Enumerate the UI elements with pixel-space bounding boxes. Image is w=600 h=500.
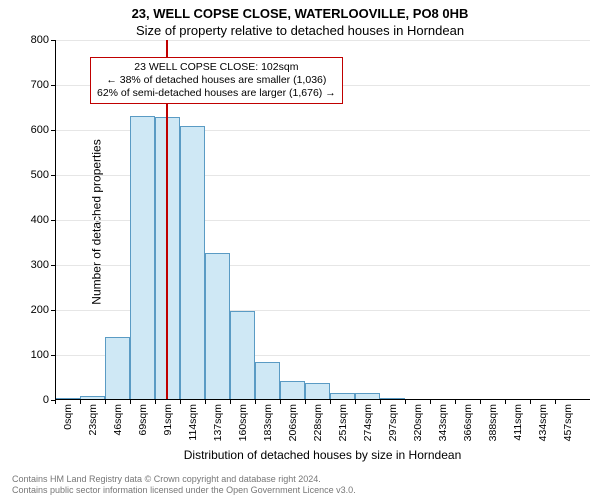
xtick-mark: [430, 400, 431, 404]
annotation-line: ← 38% of detached houses are smaller (1,…: [97, 74, 336, 87]
histogram-bar: [180, 126, 205, 400]
xtick-mark: [480, 400, 481, 404]
ytick-label: 800: [31, 34, 49, 46]
xtick-mark: [280, 400, 281, 404]
grid-line: [55, 40, 590, 41]
xtick-label: 23sqm: [87, 400, 99, 436]
ytick-label: 500: [31, 169, 49, 181]
ytick-label: 400: [31, 214, 49, 226]
xtick-mark: [330, 400, 331, 404]
xtick-label: 91sqm: [162, 400, 174, 436]
xtick-label: 411sqm: [512, 400, 524, 441]
ytick-label: 300: [31, 259, 49, 271]
histogram-bar: [305, 383, 330, 400]
histogram-bar: [130, 116, 155, 400]
xtick-mark: [355, 400, 356, 404]
xtick-mark: [405, 400, 406, 404]
xtick-mark: [380, 400, 381, 404]
xtick-mark: [455, 400, 456, 404]
xtick-label: 137sqm: [212, 400, 224, 441]
xtick-mark: [255, 400, 256, 404]
xtick-mark: [55, 400, 56, 404]
xtick-mark: [530, 400, 531, 404]
xtick-label: 183sqm: [262, 400, 274, 441]
xtick-mark: [130, 400, 131, 404]
xtick-label: 320sqm: [412, 400, 424, 441]
xtick-label: 46sqm: [112, 400, 124, 436]
xtick-mark: [180, 400, 181, 404]
xtick-mark: [505, 400, 506, 404]
xtick-label: 343sqm: [437, 400, 449, 441]
chart-plot-area: 01002003004005006007008000sqm23sqm46sqm6…: [55, 40, 590, 400]
xtick-mark: [205, 400, 206, 404]
x-axis-label: Distribution of detached houses by size …: [55, 448, 590, 462]
xtick-mark: [155, 400, 156, 404]
ytick-label: 700: [31, 79, 49, 91]
xtick-label: 114sqm: [187, 400, 199, 441]
xtick-mark: [80, 400, 81, 404]
xtick-mark: [105, 400, 106, 404]
annotation-box: 23 WELL COPSE CLOSE: 102sqm← 38% of deta…: [90, 57, 343, 104]
xtick-label: 160sqm: [237, 400, 249, 441]
y-axis-line: [55, 40, 56, 400]
xtick-label: 297sqm: [387, 400, 399, 441]
footer-line-2: Contains public sector information licen…: [12, 485, 356, 496]
xtick-label: 0sqm: [62, 400, 74, 430]
xtick-label: 434sqm: [537, 400, 549, 441]
annotation-line: 62% of semi-detached houses are larger (…: [97, 87, 336, 100]
xtick-mark: [230, 400, 231, 404]
footer-line-1: Contains HM Land Registry data © Crown c…: [12, 474, 356, 485]
xtick-label: 366sqm: [462, 400, 474, 441]
xtick-label: 274sqm: [362, 400, 374, 441]
xtick-label: 251sqm: [337, 400, 349, 441]
x-axis-line: [55, 399, 590, 400]
ytick-label: 200: [31, 304, 49, 316]
xtick-label: 457sqm: [562, 400, 574, 441]
xtick-mark: [305, 400, 306, 404]
xtick-label: 228sqm: [312, 400, 324, 441]
histogram-bar: [105, 337, 130, 400]
xtick-label: 69sqm: [137, 400, 149, 436]
ytick-label: 600: [31, 124, 49, 136]
chart-subtitle: Size of property relative to detached ho…: [0, 21, 600, 40]
plot-region: 01002003004005006007008000sqm23sqm46sqm6…: [55, 40, 590, 400]
histogram-bar: [255, 362, 280, 400]
xtick-mark: [555, 400, 556, 404]
histogram-bar: [230, 311, 255, 400]
histogram-bar: [205, 253, 230, 400]
xtick-label: 206sqm: [287, 400, 299, 441]
ytick-label: 0: [43, 394, 49, 406]
ytick-label: 100: [31, 349, 49, 361]
xtick-label: 388sqm: [487, 400, 499, 441]
histogram-bar: [280, 381, 305, 400]
chart-title-address: 23, WELL COPSE CLOSE, WATERLOOVILLE, PO8…: [0, 0, 600, 21]
annotation-line: 23 WELL COPSE CLOSE: 102sqm: [97, 61, 336, 74]
attribution-footer: Contains HM Land Registry data © Crown c…: [12, 474, 356, 496]
